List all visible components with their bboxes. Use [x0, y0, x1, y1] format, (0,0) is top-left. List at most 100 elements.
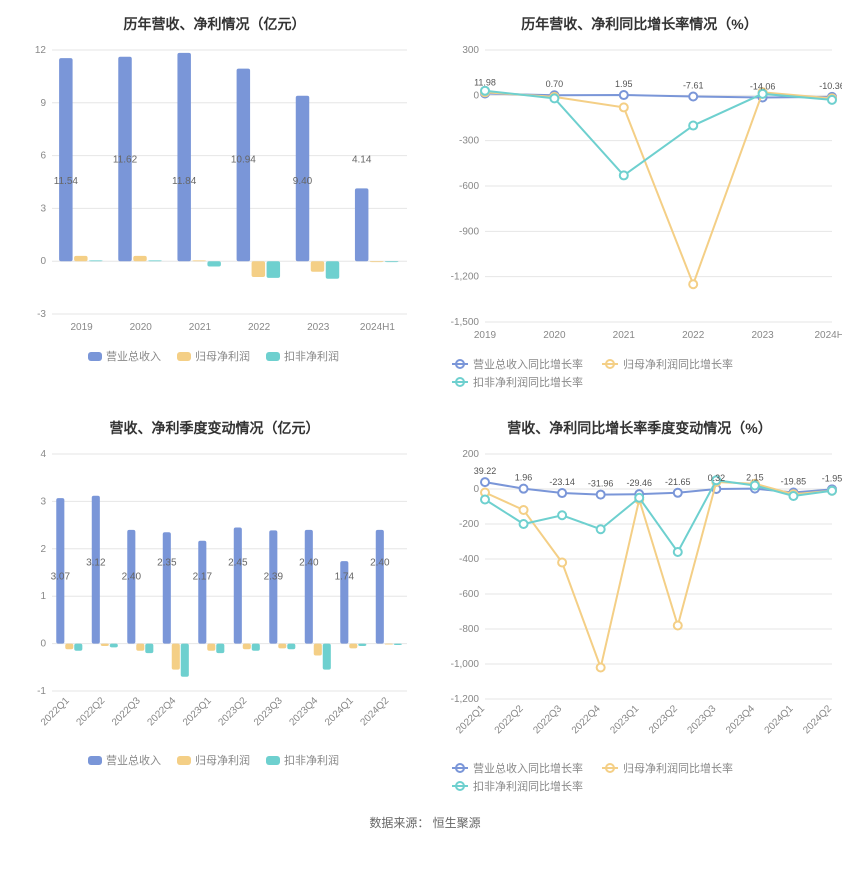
bar [323, 644, 331, 670]
x-tick-label: 2022Q1 [39, 695, 72, 728]
svg-text:2: 2 [40, 544, 46, 555]
svg-text:3: 3 [40, 203, 46, 214]
x-tick-label: 2024Q2 [358, 695, 391, 728]
svg-text:0: 0 [40, 256, 46, 267]
bar-label: 3.12 [86, 557, 106, 568]
series-line [485, 482, 832, 668]
x-tick-label: 2023Q1 [181, 695, 214, 728]
bar [385, 261, 398, 262]
point-label: -1.95 [822, 473, 842, 483]
series-marker [689, 122, 697, 130]
bar [101, 644, 109, 646]
x-tick-label: 2022Q3 [110, 695, 143, 728]
panel-annual-bar: 历年营收、净利情况（亿元） -303691211.5411.6211.8410.… [8, 8, 421, 400]
legend: 营业总收入归母净利润扣非净利润 [88, 349, 339, 363]
series-marker [481, 496, 489, 504]
bar [145, 644, 153, 653]
series-marker [620, 171, 628, 179]
x-tick-label: 2024Q1 [763, 703, 796, 736]
point-label: 0.70 [546, 79, 564, 89]
bar [311, 261, 324, 272]
series-marker [481, 478, 489, 486]
svg-text:-1,500: -1,500 [451, 317, 480, 328]
x-tick-label: 2022Q3 [531, 703, 564, 736]
bar-label: 2.40 [370, 557, 390, 568]
svg-text:12: 12 [35, 45, 47, 56]
svg-text:-600: -600 [459, 589, 479, 600]
bar-label: 4.14 [352, 155, 372, 166]
point-label: -7.61 [683, 80, 704, 90]
bar-label: 3.07 [51, 572, 71, 583]
series-marker [828, 96, 836, 104]
bar-label: 2.35 [157, 557, 177, 568]
bar [267, 261, 280, 278]
svg-text:-3: -3 [37, 309, 46, 320]
point-label: -29.46 [626, 478, 652, 488]
series-marker [635, 494, 643, 502]
chart-quarter-bar: -1012343.073.122.402.352.172.452.392.401… [12, 444, 417, 804]
svg-text:-800: -800 [459, 624, 479, 635]
bar [234, 527, 242, 643]
bar [370, 261, 383, 262]
svg-text:-400: -400 [459, 554, 479, 565]
x-tick-label: 2024Q2 [801, 703, 834, 736]
x-tick-label: 2021 [613, 330, 636, 341]
series-marker [689, 280, 697, 288]
bar [349, 644, 357, 649]
svg-text:-1,200: -1,200 [451, 272, 480, 283]
svg-text:4: 4 [40, 449, 46, 460]
legend-label: 营业总收入 [106, 349, 161, 363]
x-tick-label: 2022Q4 [570, 703, 603, 736]
panel-title-2: 历年营收、净利同比增长率情况（%） [437, 14, 842, 34]
bar-label: 9.40 [293, 176, 313, 187]
x-tick-label: 2019 [474, 330, 497, 341]
legend: 营业总收入同比增长率归母净利润同比增长率扣非净利润同比增长率 [452, 357, 733, 389]
bar-label: 11.62 [113, 155, 138, 166]
x-tick-label: 2023Q2 [647, 703, 680, 736]
bar [394, 644, 402, 645]
series-marker [597, 525, 605, 533]
point-label: 0.32 [708, 473, 726, 483]
bar [59, 58, 72, 261]
legend-label: 营业总收入同比增长率 [473, 761, 583, 775]
svg-text:-900: -900 [459, 226, 479, 237]
bar [192, 260, 205, 261]
x-tick-label: 2022 [248, 322, 271, 333]
panel-quarter-bar: 营收、净利季度变动情况（亿元） -1012343.073.122.402.352… [8, 412, 421, 804]
point-label: -14.06 [750, 81, 776, 91]
x-tick-label: 2023Q3 [686, 703, 719, 736]
bar [148, 260, 161, 261]
legend-label: 归母净利润同比增长率 [623, 357, 733, 371]
bar [358, 644, 366, 646]
bar-label: 2.17 [193, 572, 213, 583]
bar [216, 644, 224, 653]
x-tick-label: 2024Q1 [323, 695, 356, 728]
bar-label: 1.74 [335, 572, 355, 583]
panel-quarter-line: 营收、净利同比增长率季度变动情况（%） -1,200-1,000-800-600… [433, 412, 846, 804]
x-tick-label: 2023 [751, 330, 774, 341]
series-marker [620, 103, 628, 111]
legend-label: 归母净利润 [195, 753, 250, 767]
series-marker [558, 511, 566, 519]
series-marker [674, 489, 682, 497]
svg-text:-1: -1 [37, 686, 46, 697]
series-marker [751, 482, 759, 490]
series-marker [828, 487, 836, 495]
point-label: 1.96 [515, 473, 533, 483]
bar [243, 644, 251, 650]
series-marker [689, 92, 697, 100]
x-tick-label: 2022Q2 [493, 703, 526, 736]
x-tick-label: 2024H1 [814, 330, 842, 341]
bar-label: 11.54 [54, 176, 79, 187]
bar-label: 2.39 [264, 572, 284, 583]
svg-text:9: 9 [40, 98, 46, 109]
data-source: 数据来源： 恒生聚源 [8, 814, 842, 831]
legend-swatch [177, 352, 191, 361]
svg-text:0: 0 [473, 484, 479, 495]
bar-label: 11.84 [172, 176, 197, 187]
series-marker [520, 506, 528, 514]
legend-swatch [88, 352, 102, 361]
legend-label: 归母净利润 [195, 349, 250, 363]
bar [252, 644, 260, 651]
bar [376, 530, 384, 644]
